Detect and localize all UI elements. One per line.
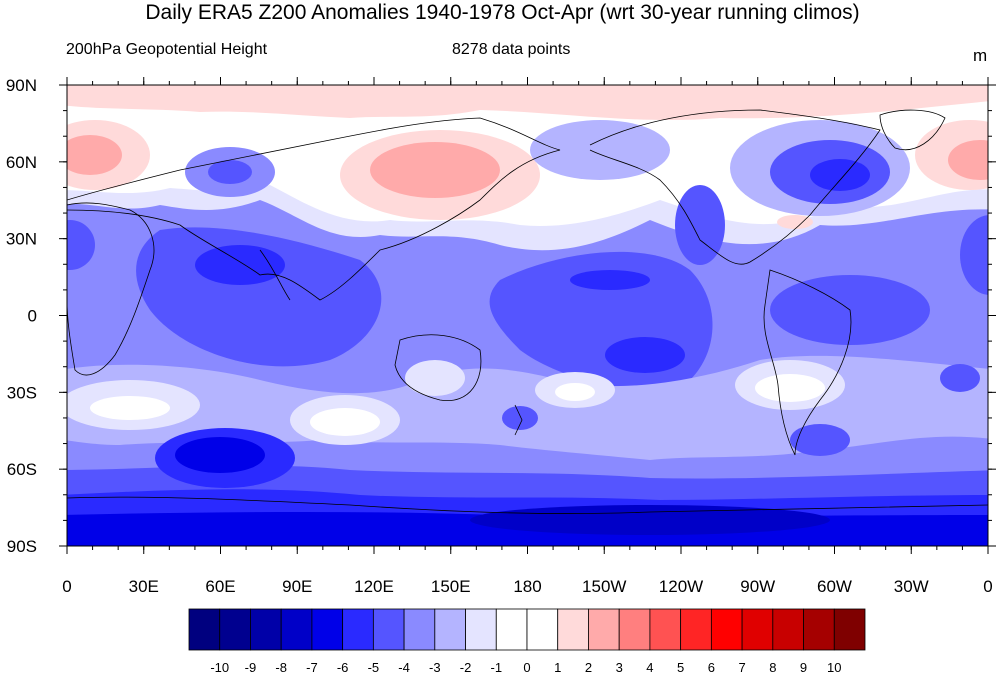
colorbar-box xyxy=(588,608,620,651)
field-us-positive xyxy=(777,215,813,229)
colorbar-label: 3 xyxy=(616,660,623,675)
field-south-atl-white xyxy=(90,396,170,420)
colorbar-box xyxy=(311,608,344,651)
colorbar-box xyxy=(710,608,743,651)
colorbar-box xyxy=(342,608,374,651)
colorbar-label: 7 xyxy=(738,660,745,675)
lon-tick-label: 120W xyxy=(659,577,703,596)
colorbar-box xyxy=(250,608,282,651)
colorbar-box xyxy=(557,608,589,651)
field-africa-negative xyxy=(67,220,95,270)
center-subtitle: 8278 data points xyxy=(452,41,571,58)
lat-tick-label: 0 xyxy=(28,307,37,326)
colorbar-label: 6 xyxy=(708,660,715,675)
lat-tick-label: 60S xyxy=(7,460,37,479)
field-arabia-negative xyxy=(195,245,285,285)
lon-tick-label: 0 xyxy=(983,577,992,596)
colorbar-box xyxy=(219,608,251,651)
colorbar-box xyxy=(372,608,405,651)
colorbar-box xyxy=(403,608,436,651)
colorbar-label: 5 xyxy=(677,660,684,675)
colorbar-box xyxy=(649,608,682,651)
lon-tick-label: 30E xyxy=(129,577,159,596)
lon-tick-label: 150E xyxy=(431,577,471,596)
lat-tick-label: 60N xyxy=(6,153,37,172)
colorbar-label: -2 xyxy=(460,660,472,675)
left-subtitle: 200hPa Geopotential Height xyxy=(66,41,268,58)
anomaly-field xyxy=(67,85,988,546)
field-europe-positive-2 xyxy=(67,135,122,175)
lon-tick-label: 30W xyxy=(894,577,929,596)
colorbar-box xyxy=(833,608,866,651)
colorbar-label: 10 xyxy=(827,660,841,675)
colorbar-label: -4 xyxy=(398,660,410,675)
field-australia-light xyxy=(405,360,465,396)
lat-tick-label: 30S xyxy=(7,383,37,402)
colorbar-label: 1 xyxy=(554,660,561,675)
colorbar-box xyxy=(618,608,651,651)
colorbar-box xyxy=(803,608,835,651)
colorbar-label: -7 xyxy=(306,660,318,675)
plot-title: Daily ERA5 Z200 Anomalies 1940-1978 Oct-… xyxy=(145,1,860,24)
lat-tick-label: 90S xyxy=(7,537,37,556)
colorbar-box xyxy=(741,608,774,651)
field-mexico-negative xyxy=(675,185,725,265)
colorbar-box xyxy=(434,608,466,651)
lon-tick-label: 60E xyxy=(205,577,235,596)
axis-ticks xyxy=(59,77,996,554)
field-satl-negative xyxy=(940,364,980,392)
colorbar-label: 0 xyxy=(523,660,530,675)
field-arctic-positive xyxy=(67,85,988,121)
colorbar: -10 -9 -8 -7 -6 -5 -4 -3 -2 -1 0 1 2 3 4 5 6 7 8 9 10 xyxy=(188,608,866,675)
colorbar-label: 8 xyxy=(769,660,776,675)
lon-tick-label: 180 xyxy=(513,577,541,596)
field-drake-negative xyxy=(790,424,850,456)
units-label: m xyxy=(973,46,988,65)
field-antarctic-negative xyxy=(470,505,830,535)
colorbar-label: 4 xyxy=(646,660,653,675)
field-nz-negative xyxy=(502,406,538,430)
field-indian-south-white xyxy=(310,408,380,436)
lon-axis: 0 30E 60E 90E 120E 150E 180 150W 120W 90W 60W 30W 0 xyxy=(62,577,992,596)
lon-tick-label: 90W xyxy=(740,577,775,596)
colorbar-box xyxy=(526,608,559,651)
colorbar-label: -10 xyxy=(210,660,229,675)
field-pacific-negative-2 xyxy=(605,337,685,373)
field-atlantic-positive-2 xyxy=(948,140,988,180)
colorbar-box xyxy=(772,608,804,651)
colorbar-label: 9 xyxy=(800,660,807,675)
colorbar-label: -5 xyxy=(368,660,380,675)
field-bering-negative xyxy=(530,120,670,180)
field-pacific-negative-3 xyxy=(570,270,650,290)
lon-tick-label: 120E xyxy=(354,577,394,596)
field-sa-white xyxy=(755,374,825,402)
colorbar-box xyxy=(680,608,712,651)
field-south-indian-negative-2 xyxy=(175,437,265,473)
coastlines xyxy=(67,109,988,514)
field-siberia-positive-2 xyxy=(370,142,500,198)
lon-tick-label: 0 xyxy=(62,577,71,596)
colorbar-box xyxy=(188,608,221,651)
field-russia-negative-2 xyxy=(208,160,252,184)
lat-tick-label: 90N xyxy=(6,76,37,95)
lon-tick-label: 60W xyxy=(817,577,852,596)
colorbar-label: -6 xyxy=(337,660,349,675)
colorbar-box xyxy=(280,608,313,651)
field-spac-white xyxy=(555,383,595,401)
lon-tick-label: 150W xyxy=(582,577,626,596)
colorbar-box xyxy=(465,608,497,651)
colorbar-label: -3 xyxy=(429,660,441,675)
colorbar-label: -9 xyxy=(245,660,257,675)
field-canada-negative-3 xyxy=(810,159,870,191)
colorbar-label: -1 xyxy=(490,660,502,675)
field-africa-west-negative xyxy=(960,215,988,295)
colorbar-label: 2 xyxy=(585,660,592,675)
colorbar-box xyxy=(495,608,528,651)
lon-tick-label: 90E xyxy=(282,577,312,596)
colorbar-label: -8 xyxy=(275,660,287,675)
lat-axis: 90N 60N 30N 0 30S 60S 90S xyxy=(6,76,37,556)
lat-tick-label: 30N xyxy=(6,230,37,249)
